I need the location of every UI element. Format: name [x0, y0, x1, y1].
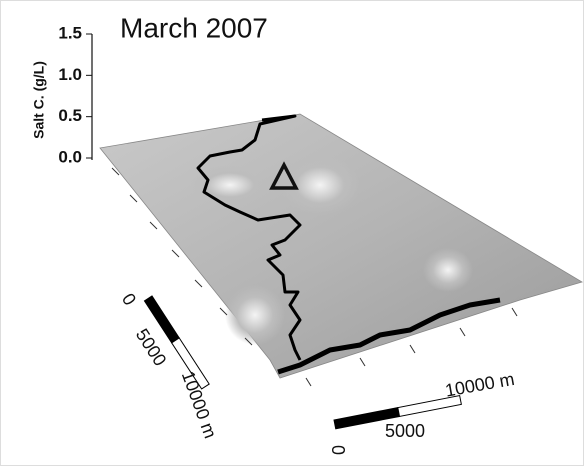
chart: Salt C. (g/L) March 2007 0.0 0.5 1.0 1.5 0 50… — [0, 0, 584, 466]
z-tick-label: 1.5 — [58, 23, 82, 42]
scale-bar-label: 10000 m — [444, 369, 516, 401]
chart-title: March 2007 — [120, 12, 268, 43]
scale-bar-label: 5000 — [385, 421, 425, 441]
z-tick-label: 1.0 — [58, 65, 82, 84]
scale-bar-label: 10000 m — [178, 368, 221, 441]
scale-bar-label: 0 — [118, 290, 140, 309]
scale-bar-label: 0 — [329, 445, 349, 455]
z-tick-label: 0.0 — [58, 147, 82, 166]
z-tick-label: 0.5 — [58, 106, 82, 125]
surface — [100, 114, 582, 386]
z-axis-label: Salt C. (g/L) — [31, 61, 47, 139]
